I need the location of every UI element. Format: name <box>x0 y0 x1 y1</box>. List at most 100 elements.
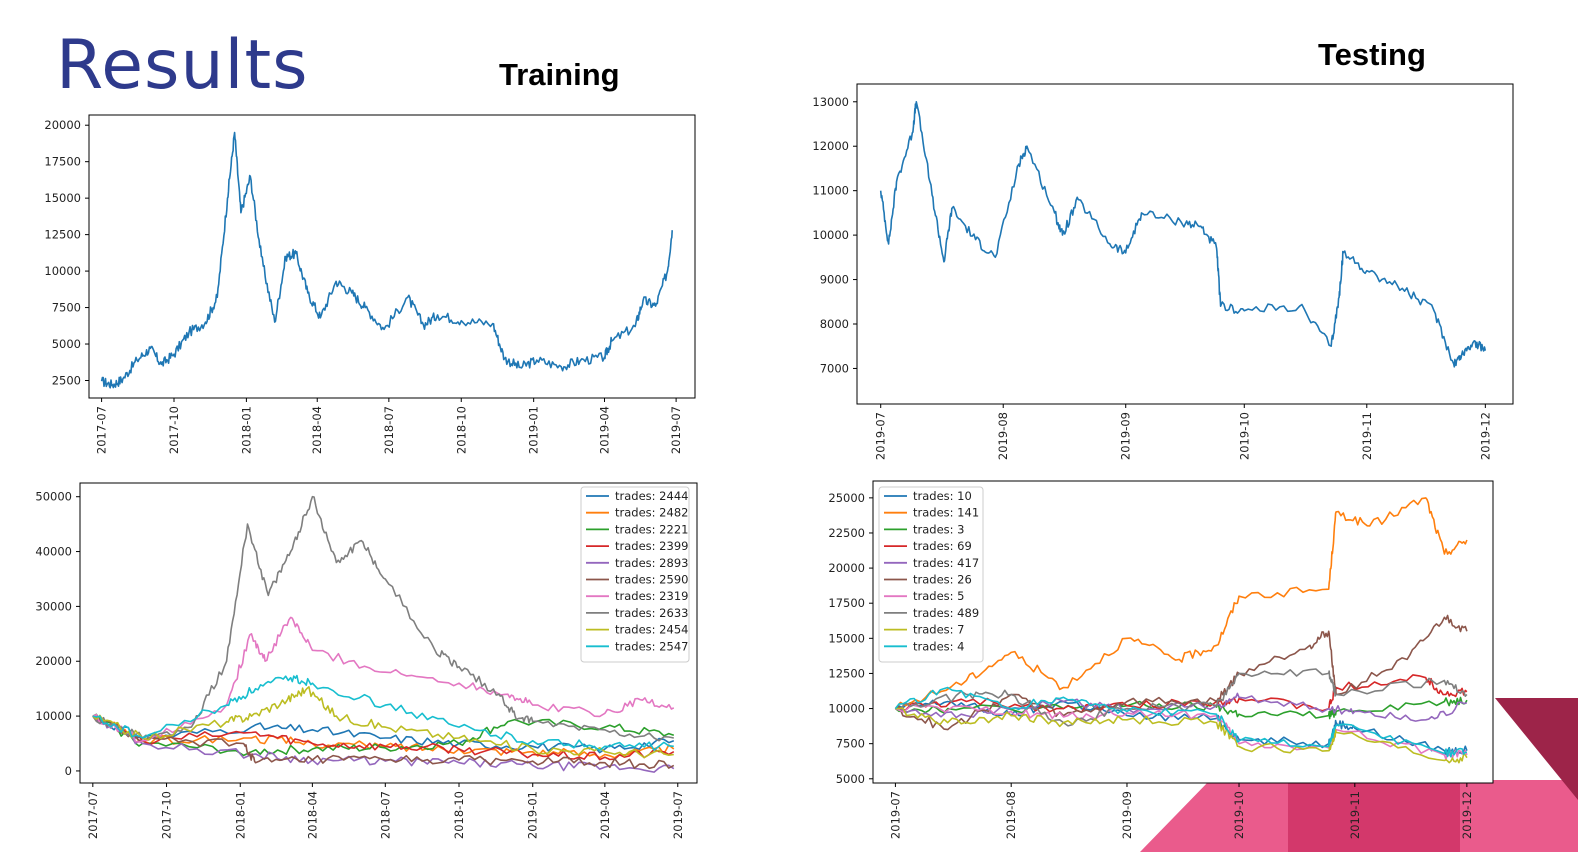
y-tick-label: 0 <box>65 764 72 778</box>
x-tick-label: 2017-10 <box>167 406 181 454</box>
y-tick-label: 40000 <box>35 545 72 559</box>
series-group <box>92 495 675 773</box>
legend-label: trades: 69 <box>913 539 972 553</box>
series-line-3 <box>92 715 675 761</box>
legend-label: trades: 10 <box>913 489 972 503</box>
plot-frame <box>856 83 1514 405</box>
legend-label: trades: 2893 <box>615 556 688 570</box>
x-tick-label: 2019-10 <box>1232 791 1246 839</box>
legend-label: trades: 2319 <box>615 589 688 603</box>
plot-frame <box>88 114 696 399</box>
y-tick-label: 12000 <box>812 139 849 153</box>
x-tick-label: 2019-08 <box>1004 791 1018 839</box>
training-label: Training <box>499 57 620 92</box>
series-line-4 <box>92 715 675 773</box>
x-tick-label: 2019-11 <box>1348 791 1362 839</box>
y-tick-label: 9000 <box>820 273 849 287</box>
x-tick-label: 2019-07 <box>671 791 685 839</box>
y-tick-label: 12500 <box>44 228 81 242</box>
legend-label: trades: 4 <box>913 639 965 653</box>
x-tick-label: 2019-07 <box>874 412 888 460</box>
legend-label: trades: 2221 <box>615 522 688 536</box>
x-tick-label: 2018-10 <box>452 791 466 839</box>
legend-label: trades: 141 <box>913 506 979 520</box>
y-tick-label: 20000 <box>44 118 81 132</box>
series-line-3 <box>895 674 1468 714</box>
y-tick-label: 13000 <box>812 95 849 109</box>
series-line-9 <box>894 686 1468 758</box>
series-line-6 <box>92 616 675 743</box>
y-tick-label: 7500 <box>836 737 865 751</box>
y-tick-label: 5000 <box>836 772 865 786</box>
y-tick-label: 7000 <box>820 361 849 375</box>
x-tick-label: 2019-08 <box>996 412 1010 460</box>
legend-label: trades: 2454 <box>615 623 688 637</box>
y-tick-label: 25000 <box>828 491 865 505</box>
x-tick-label: 2019-12 <box>1460 791 1474 839</box>
y-tick-label: 30000 <box>35 599 72 613</box>
y-tick-label: 17500 <box>44 155 81 169</box>
legend-label: trades: 2633 <box>615 606 688 620</box>
y-tick-label: 10000 <box>35 709 72 723</box>
y-tick-label: 11000 <box>812 184 849 198</box>
legend-box <box>580 486 690 663</box>
series-line-7 <box>895 668 1468 727</box>
series-line-0 <box>879 101 1487 368</box>
series-line-8 <box>92 686 674 759</box>
series-line-9 <box>92 674 674 752</box>
legend-label: trades: 2590 <box>615 573 688 587</box>
x-tick-label: 2019-01 <box>526 791 540 839</box>
series-group <box>894 497 1468 764</box>
x-tick-label: 2019-07 <box>669 406 683 454</box>
y-tick-label: 20000 <box>35 654 72 668</box>
x-tick-label: 2018-07 <box>382 406 396 454</box>
y-tick-label: 10000 <box>812 228 849 242</box>
testing-label: Testing <box>1318 37 1426 72</box>
series-line-0 <box>100 131 673 389</box>
series-line-1 <box>894 497 1468 710</box>
legend-label: trades: 2482 <box>615 506 688 520</box>
x-tick-label: 2018-07 <box>378 791 392 839</box>
y-tick-label: 20000 <box>828 561 865 575</box>
series-line-0 <box>92 715 675 754</box>
x-tick-label: 2019-12 <box>1478 412 1492 460</box>
series-line-7 <box>92 495 674 742</box>
y-tick-label: 10000 <box>44 264 81 278</box>
decor-crimson-shape <box>1288 780 1460 852</box>
x-tick-label: 2018-01 <box>239 406 253 454</box>
x-tick-label: 2018-10 <box>454 406 468 454</box>
series-line-5 <box>92 715 675 770</box>
x-tick-label: 2019-04 <box>598 791 612 839</box>
legend-box <box>878 486 984 663</box>
series-group <box>100 131 673 389</box>
legend-label: trades: 7 <box>913 623 965 637</box>
x-tick-label: 2019-01 <box>527 406 541 454</box>
legend-label: trades: 2444 <box>615 489 688 503</box>
x-tick-label: 2019-11 <box>1360 412 1374 460</box>
y-tick-label: 50000 <box>35 490 72 504</box>
y-tick-label: 2500 <box>52 373 81 387</box>
x-tick-label: 2019-10 <box>1237 412 1251 460</box>
x-tick-label: 2018-04 <box>305 791 319 839</box>
y-tick-label: 17500 <box>828 596 865 610</box>
y-tick-label: 15000 <box>828 631 865 645</box>
legend-label: trades: 5 <box>913 589 965 603</box>
legend-label: trades: 2547 <box>615 639 688 653</box>
x-tick-label: 2017-07 <box>95 406 109 454</box>
legend-label: trades: 26 <box>913 573 972 587</box>
series-line-2 <box>92 713 675 757</box>
y-tick-label: 10000 <box>828 702 865 716</box>
series-group <box>879 101 1487 368</box>
y-tick-label: 22500 <box>828 526 865 540</box>
y-tick-label: 7500 <box>52 301 81 315</box>
legend-label: trades: 417 <box>913 556 979 570</box>
x-tick-label: 2019-09 <box>1119 412 1133 460</box>
series-line-8 <box>895 707 1468 764</box>
x-tick-label: 2019-04 <box>597 406 611 454</box>
y-tick-label: 15000 <box>44 191 81 205</box>
y-tick-label: 12500 <box>828 666 865 680</box>
x-tick-label: 2018-01 <box>233 791 247 839</box>
